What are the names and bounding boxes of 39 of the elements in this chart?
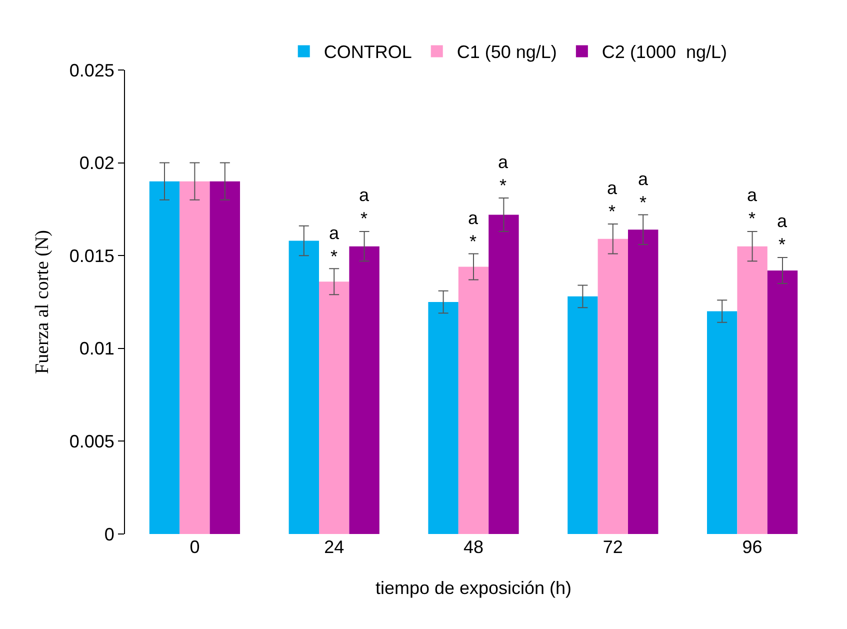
x-axis-title: tiempo de exposición (h) — [375, 578, 572, 598]
bar — [628, 230, 658, 534]
y-axis-title: Fuerza al corte (N) — [32, 230, 54, 374]
bar — [767, 270, 798, 534]
x-tick-label: 24 — [324, 537, 344, 557]
y-tick-label: 0.025 — [69, 60, 114, 80]
bar — [180, 181, 210, 534]
data-label: a * — [638, 169, 649, 212]
data-label: a * — [747, 185, 758, 228]
x-tick-label: 48 — [463, 537, 484, 557]
bar — [149, 181, 180, 534]
bar — [568, 296, 598, 534]
bar — [707, 311, 738, 534]
data-label: a * — [468, 208, 479, 252]
y-tick-label: 0.02 — [79, 153, 114, 174]
bar — [458, 266, 489, 534]
bar — [488, 214, 519, 534]
y-tick-label: 0.005 — [69, 432, 114, 452]
y-tick-label: 0 — [104, 524, 114, 544]
bar — [210, 181, 240, 534]
x-tick-label: 96 — [742, 537, 762, 557]
data-label: a * — [777, 211, 788, 254]
legend-label: CONTROL — [324, 42, 412, 62]
data-label: a * — [607, 178, 618, 222]
bar — [349, 246, 380, 534]
x-tick-label: 72 — [602, 537, 623, 557]
y-tick-label: 0.01 — [79, 338, 114, 359]
data-label: a * — [329, 223, 340, 266]
bar — [598, 238, 628, 534]
bar — [288, 240, 319, 534]
legend-label: C2 (1000 ng/L) — [602, 42, 728, 62]
legend-label: C1 (50 ng/L) — [456, 42, 557, 62]
data-label: a * — [498, 152, 509, 196]
data-label: a * — [359, 185, 370, 228]
bar — [428, 302, 458, 534]
bar — [737, 246, 768, 534]
bar — [319, 282, 350, 534]
y-tick-label: 0.015 — [69, 246, 114, 266]
x-tick-label: 0 — [190, 537, 200, 557]
